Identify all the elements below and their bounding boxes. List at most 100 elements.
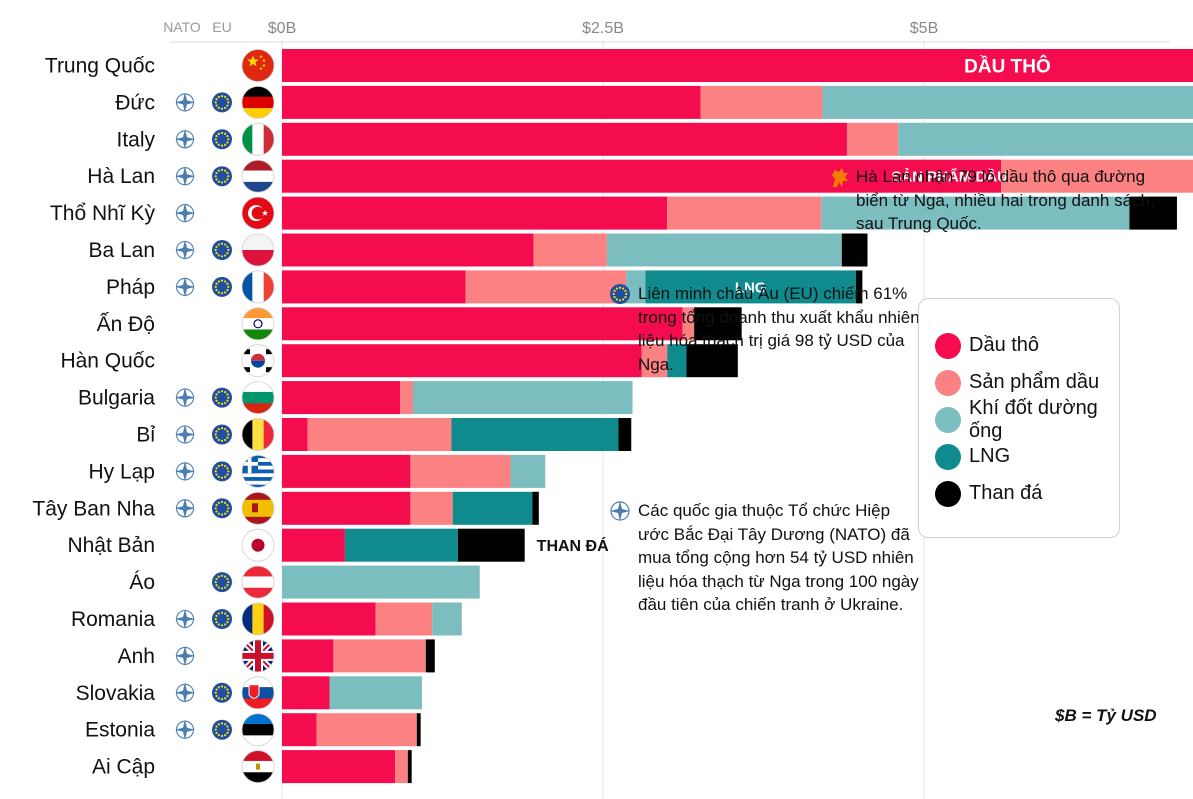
eu-icon bbox=[212, 387, 232, 408]
country-label: Đức bbox=[115, 91, 155, 114]
country-label: Romania bbox=[71, 608, 155, 631]
nato-icon bbox=[175, 498, 195, 519]
nato-icon bbox=[175, 203, 195, 224]
country-label: Pháp bbox=[106, 276, 155, 299]
flag-outline bbox=[241, 713, 275, 747]
eu-star bbox=[618, 286, 622, 289]
bar-segment-crude bbox=[282, 344, 642, 378]
bulgaria-flag-icon bbox=[241, 381, 275, 415]
belgium-flag-icon bbox=[241, 418, 275, 451]
china-flag-icon bbox=[241, 49, 275, 82]
nato-column-header: NATO bbox=[163, 19, 201, 35]
bar-segment-coal bbox=[855, 270, 863, 304]
bar-segment-lng bbox=[452, 491, 533, 525]
bar-segment-pipeline_gas bbox=[329, 676, 422, 710]
chart-row: Pháp bbox=[106, 270, 863, 304]
nato-icon bbox=[175, 609, 195, 629]
bar-segment-crude bbox=[282, 159, 1002, 193]
flag-outline bbox=[241, 86, 275, 119]
eu-icon bbox=[212, 424, 232, 445]
chart-row: Italy bbox=[116, 122, 1193, 156]
bar-segment-coal bbox=[618, 418, 632, 451]
bar-segment-lng bbox=[667, 344, 687, 378]
nato-icon bbox=[175, 240, 195, 260]
india-flag-icon bbox=[241, 307, 275, 341]
bar-segment-crude bbox=[282, 491, 411, 525]
flag-outline bbox=[241, 233, 275, 267]
nato-icon bbox=[175, 276, 195, 297]
country-label: Anh bbox=[118, 645, 155, 668]
netherlands-annotation: Hà Lan nhận 79 lô dầu thô qua đường biển… bbox=[832, 165, 1156, 236]
legend-swatch bbox=[935, 406, 961, 433]
country-label: Hy Lạp bbox=[88, 460, 155, 483]
italy-flag-icon bbox=[241, 122, 275, 156]
bar-segment-oil_products bbox=[641, 344, 668, 378]
bar-segment-crude bbox=[282, 676, 330, 710]
country-label: Bulgaria bbox=[78, 387, 155, 410]
x-tick-label: $0B bbox=[268, 20, 296, 37]
eu-icon bbox=[212, 461, 232, 482]
flag-outline bbox=[241, 454, 275, 488]
romania-flag-icon bbox=[241, 602, 275, 636]
bar-segment-coal bbox=[694, 307, 742, 341]
x-tick-label: $2.5B bbox=[582, 20, 624, 37]
bar-segment-pipeline_gas bbox=[822, 85, 1193, 119]
chart-row: Bulgaria bbox=[78, 381, 633, 415]
nato-icon bbox=[175, 424, 195, 445]
flag-outline bbox=[241, 49, 275, 82]
flag-outline bbox=[241, 270, 275, 304]
chart-row: Estonia bbox=[85, 713, 421, 747]
flag-outline bbox=[241, 381, 275, 415]
south-korea-flag-icon bbox=[241, 344, 275, 378]
turkey-flag-icon bbox=[241, 196, 275, 230]
legend-label: Sản phẩm dầu bbox=[969, 371, 1100, 393]
bar-segment-crude bbox=[282, 454, 411, 488]
eu-icon bbox=[212, 498, 232, 519]
estonia-flag-icon bbox=[241, 713, 275, 747]
bar-segment-pipeline_gas bbox=[821, 196, 1130, 230]
bar-segment-oil_products bbox=[410, 454, 511, 488]
bar-segment-oil_products bbox=[400, 381, 413, 415]
bar-segment-oil_products bbox=[533, 233, 607, 267]
greece-flag-icon bbox=[241, 454, 275, 488]
bar-segment-coal bbox=[457, 528, 525, 562]
in-bar-label: LNG bbox=[735, 279, 767, 296]
bar-segment-pipeline_gas bbox=[510, 454, 546, 488]
nato-icon bbox=[175, 645, 195, 666]
bar-segment-oil_products bbox=[410, 491, 453, 525]
legend-item: Dầu thô bbox=[935, 327, 1119, 364]
eu-icon bbox=[212, 276, 232, 297]
slovakia-flag-icon bbox=[241, 676, 275, 710]
austria-flag-icon bbox=[241, 565, 275, 599]
eu-icon bbox=[212, 92, 232, 113]
eu-star bbox=[625, 292, 628, 296]
poland-flag-icon bbox=[241, 233, 275, 267]
chart-row: Nhật Bản bbox=[67, 528, 525, 562]
netherlands-flag-icon bbox=[241, 159, 275, 193]
eu-star bbox=[624, 289, 627, 292]
eu-star bbox=[622, 298, 625, 301]
chart-row: Ai Cập bbox=[92, 750, 412, 784]
bar-segment-pipeline_gas bbox=[282, 565, 480, 599]
eu-column-header: EU bbox=[212, 19, 231, 35]
legend-label: Khí đốt dường ống bbox=[969, 396, 1098, 442]
legend-swatch bbox=[935, 369, 961, 396]
country-label: Trung Quốc bbox=[45, 55, 155, 78]
flag-outline bbox=[241, 565, 275, 599]
bar-segment-crude bbox=[282, 639, 334, 673]
country-label: Bỉ bbox=[136, 424, 155, 447]
bar-segment-coal bbox=[416, 713, 421, 747]
in-bar-label: DẦU THÔ bbox=[964, 55, 1051, 77]
legend-swatch bbox=[935, 480, 961, 507]
country-label: Ai Cập bbox=[92, 756, 155, 779]
in-bar-label: SẢN PHẨM DẦU bbox=[891, 168, 1008, 186]
flag-outline bbox=[241, 750, 275, 783]
legend: Dầu thô Sản phẩm dầu Khí đốt dường ống LNG T… bbox=[918, 298, 1120, 538]
bar-segment-oil_products bbox=[700, 85, 823, 119]
eu-icon bbox=[212, 719, 232, 740]
legend-swatch bbox=[935, 332, 961, 359]
legend-swatch bbox=[935, 443, 961, 470]
legend-label: Dầu thô bbox=[969, 334, 1040, 356]
nato-icon bbox=[175, 682, 195, 703]
